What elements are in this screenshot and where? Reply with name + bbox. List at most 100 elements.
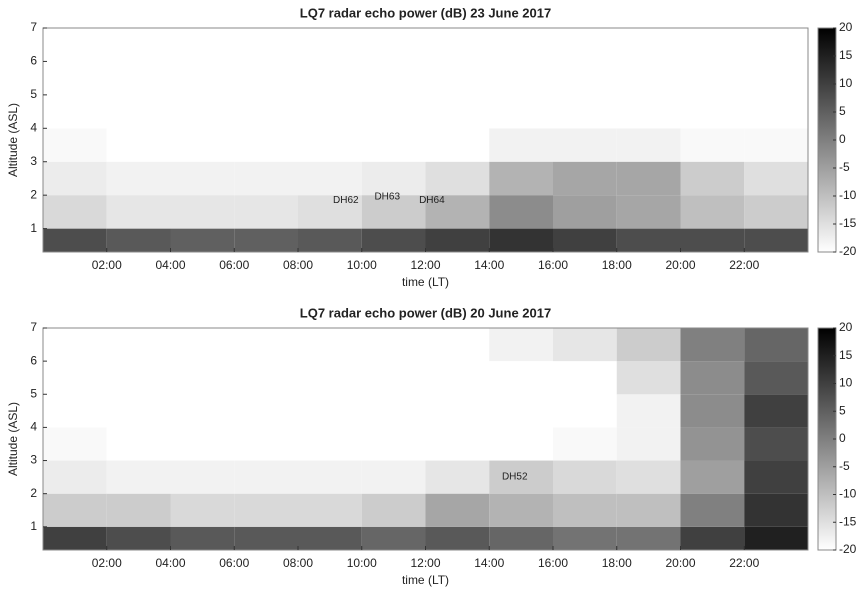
heat-cell [298, 361, 362, 395]
heat-cell [553, 61, 617, 95]
heat-cell [298, 493, 362, 527]
heat-cell [361, 128, 426, 162]
heat-cell [298, 195, 362, 229]
x-tick-label: 10:00 [347, 258, 377, 272]
heat-cell [616, 161, 681, 196]
heat-cell [43, 161, 107, 196]
heat-cell [298, 28, 362, 62]
heat-cell [744, 195, 808, 229]
heat-cell [680, 361, 745, 395]
heat-cell [553, 526, 617, 550]
heat-cell [425, 128, 490, 162]
heat-cell [489, 28, 553, 62]
heat-cell [43, 526, 107, 550]
heat-cell [298, 94, 362, 129]
heat-cell [43, 195, 107, 229]
x-tick-label: 22:00 [729, 556, 759, 570]
heat-cell [616, 493, 681, 527]
x-tick-label: 12:00 [410, 556, 440, 570]
annotation: DH63 [374, 191, 400, 202]
heat-cell [616, 460, 681, 494]
heat-cell [425, 526, 490, 550]
heat-cell [425, 195, 490, 229]
heat-cell [680, 94, 745, 129]
heat-cell [361, 460, 426, 494]
heat-cell [425, 228, 490, 252]
heat-cell [361, 328, 426, 362]
heat-cell [43, 361, 107, 395]
heat-cell [170, 394, 235, 428]
x-tick-label: 16:00 [538, 556, 568, 570]
heat-cell [361, 94, 426, 129]
colorbar-tick-label: 0 [839, 132, 846, 146]
heat-cell [170, 460, 235, 494]
heat-cell [425, 328, 490, 362]
heat-cell [553, 328, 617, 362]
x-tick-label: 04:00 [155, 556, 185, 570]
heat-cell [489, 161, 553, 196]
heat-cell [553, 460, 617, 494]
heat-cell [170, 28, 235, 62]
heat-cell [43, 328, 107, 362]
y-tick-label: 7 [30, 20, 37, 34]
heat-cell [744, 94, 808, 129]
heat-cell [425, 61, 490, 95]
heat-cell [489, 328, 553, 362]
heat-cell [616, 526, 681, 550]
heat-cell [43, 493, 107, 527]
colorbar-tick-label: 15 [839, 348, 853, 362]
x-tick-label: 16:00 [538, 258, 568, 272]
heat-cell [744, 427, 808, 461]
heat-cell [680, 427, 745, 461]
heat-cell [43, 394, 107, 428]
heat-cell [616, 228, 681, 252]
heat-cell [553, 161, 617, 196]
heat-cell [616, 427, 681, 461]
heat-cell [298, 161, 362, 196]
heat-cell [553, 195, 617, 229]
x-tick-label: 02:00 [92, 258, 122, 272]
heat-cell [43, 28, 107, 62]
heat-cell [234, 195, 298, 229]
heat-cell [489, 228, 553, 252]
colorbar-tick-label: 20 [839, 20, 853, 34]
heat-cell [744, 61, 808, 95]
heat-cell [489, 61, 553, 95]
heat-cell [298, 228, 362, 252]
heat-cell [234, 328, 298, 362]
heat-cell [234, 228, 298, 252]
heat-cell [170, 361, 235, 395]
heat-cell [680, 394, 745, 428]
x-tick-label: 06:00 [219, 258, 249, 272]
chart-title: LQ7 radar echo power (dB) 20 June 2017 [300, 305, 551, 320]
y-tick-label: 1 [30, 519, 37, 533]
colorbar-tick-label: 5 [839, 403, 846, 417]
heat-cell [106, 427, 171, 461]
heat-cell [361, 361, 426, 395]
y-tick-label: 5 [30, 87, 37, 101]
colorbar-tick-label: 0 [839, 431, 846, 445]
colorbar-tick-label: -15 [839, 514, 857, 528]
heat-cell [744, 328, 808, 362]
x-tick-label: 20:00 [665, 258, 695, 272]
heat-cell [170, 228, 235, 252]
colorbar-tick-label: 5 [839, 104, 846, 118]
heat-cell [489, 526, 553, 550]
heat-cell [361, 228, 426, 252]
heat-cell [616, 61, 681, 95]
heat-cell [553, 128, 617, 162]
heat-cell [553, 394, 617, 428]
heat-cell [106, 61, 171, 95]
heat-cell [234, 427, 298, 461]
heat-cell [553, 427, 617, 461]
heat-cell [680, 28, 745, 62]
x-tick-label: 10:00 [347, 556, 377, 570]
heat-cell [744, 460, 808, 494]
heat-cell [298, 526, 362, 550]
y-tick-label: 1 [30, 221, 37, 235]
heat-cell [616, 94, 681, 129]
heat-cell [43, 61, 107, 95]
heat-cell [298, 427, 362, 461]
heat-cell [744, 526, 808, 550]
